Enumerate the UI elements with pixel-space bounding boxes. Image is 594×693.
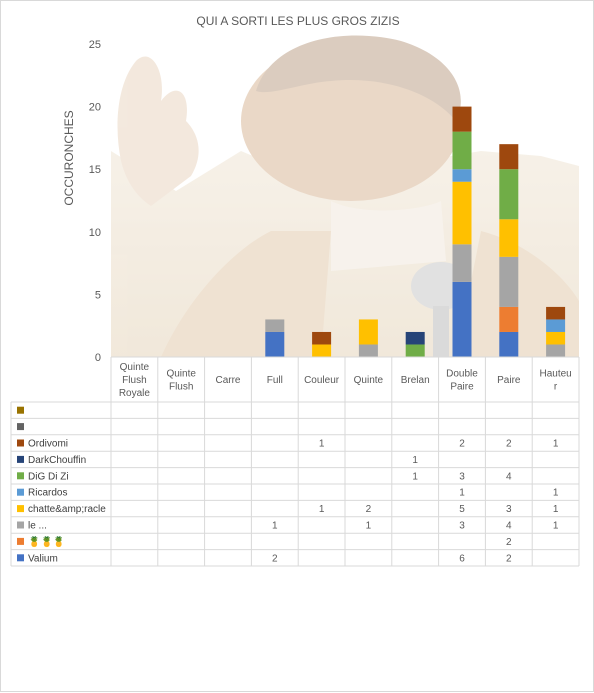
category-label: Quinte Flush Royale — [119, 362, 151, 399]
table-cell-value: 4 — [506, 471, 512, 482]
bar-segment — [546, 331, 566, 345]
bar-segment — [358, 319, 378, 345]
bar-segment — [499, 219, 519, 257]
legend-label: Ordivomi — [28, 439, 68, 450]
bar-segment — [405, 344, 425, 357]
category-label: Full — [267, 375, 283, 386]
legend-label: Valium — [28, 553, 58, 564]
bar-segment — [452, 131, 472, 170]
legend-label: chatte&amp;racle — [28, 504, 106, 515]
legend-key — [17, 423, 24, 431]
category-label: Double Paire — [446, 369, 478, 393]
legend-key — [17, 505, 24, 513]
bar-segment — [546, 319, 566, 332]
legend-key — [17, 406, 24, 414]
table-cell-value: 1 — [412, 471, 418, 482]
bar-segment — [358, 344, 378, 357]
bar-segment — [452, 169, 472, 182]
y-axis-ticks: 0 5 10 15 20 25 — [89, 39, 101, 364]
bar-segment — [452, 281, 472, 357]
table-cell-value: 2 — [272, 553, 278, 564]
bar-segment — [405, 331, 425, 345]
bar-segment — [452, 106, 472, 132]
y-tick-label: 0 — [95, 352, 101, 364]
table-cell-value: 1 — [553, 488, 559, 499]
table-cell-value: 1 — [459, 488, 465, 499]
legend-key — [17, 521, 24, 529]
legend-key — [17, 537, 24, 545]
table-cell-value: 4 — [506, 521, 512, 532]
bar-segment — [499, 331, 519, 357]
bar-segment — [546, 344, 566, 357]
bar-segment — [499, 306, 519, 332]
bar-segment — [452, 181, 472, 245]
legend-key — [17, 554, 24, 562]
category-label: Quinte Flush — [166, 369, 196, 393]
table-cell-value: 3 — [459, 521, 465, 532]
table-cell-value: 3 — [506, 504, 512, 515]
table-cell-value: 1 — [412, 455, 418, 466]
legend-label: DiG Di Zi — [28, 471, 69, 482]
y-tick-label: 10 — [89, 227, 101, 239]
category-label: Paire — [497, 375, 521, 386]
legend-key — [17, 439, 24, 447]
legend-key — [17, 472, 24, 480]
table-cell-value: 5 — [459, 504, 465, 515]
category-label: Carre — [215, 375, 240, 386]
chart-title: QUI A SORTI LES PLUS GROS ZIZIS — [196, 14, 399, 28]
bar-segment — [312, 331, 332, 345]
table-cell-value: 3 — [459, 471, 465, 482]
bar-segment — [265, 319, 285, 332]
legend-key — [17, 488, 24, 496]
table-cell-value: 2 — [459, 439, 465, 450]
table-cell-value: 2 — [506, 537, 512, 548]
y-axis-title: OCCURONCHES — [62, 110, 76, 205]
bar-segment — [546, 306, 566, 320]
category-label: Couleur — [304, 375, 340, 386]
table-cell-value: 2 — [506, 439, 512, 450]
bar-segment — [499, 144, 519, 170]
legend-label: le ... — [28, 521, 47, 532]
y-tick-label: 5 — [95, 289, 101, 301]
y-tick-label: 25 — [89, 39, 101, 51]
table-cell-value: 1 — [319, 439, 325, 450]
y-tick-label: 15 — [89, 164, 101, 176]
legend-label: DarkChouffin — [28, 455, 86, 466]
bar-segment — [265, 331, 285, 357]
table-cell-value: 1 — [553, 504, 559, 515]
table-cell-value: 1 — [553, 521, 559, 532]
table-cell-value: 1 — [366, 521, 372, 532]
table-cell-value: 2 — [506, 553, 512, 564]
category-label: Quinte — [354, 375, 384, 386]
table-cell-value: 6 — [459, 553, 465, 564]
bars — [265, 106, 566, 357]
y-tick-label: 20 — [89, 102, 101, 114]
legend-label: Ricardos — [28, 488, 67, 499]
table-cell-value: 1 — [553, 439, 559, 450]
bar-segment — [499, 256, 519, 307]
legend-key — [17, 455, 24, 463]
table-cell-value: 2 — [366, 504, 372, 515]
data-table: Quinte Flush Royale Quinte Flush Carre Full Cou… — [10, 356, 580, 567]
table-cell-value: 1 — [272, 521, 278, 532]
bar-segment — [452, 244, 472, 282]
bar-segment — [312, 344, 332, 357]
table-cell-value: 1 — [319, 504, 325, 515]
legend-label: 🍍🍍🍍 — [28, 535, 65, 548]
category-label: Brelan — [401, 375, 430, 386]
category-label: Hauteu r — [539, 369, 571, 393]
bar-segment — [499, 169, 519, 220]
